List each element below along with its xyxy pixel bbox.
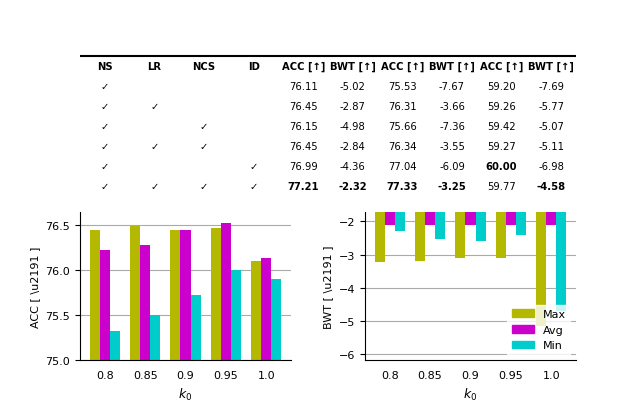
Legend: Max, Avg, Min: Max, Avg, Min xyxy=(508,305,570,355)
Bar xyxy=(374,156,385,262)
Bar xyxy=(415,156,425,262)
Bar xyxy=(261,259,271,405)
Bar xyxy=(271,279,282,405)
Bar xyxy=(476,156,486,242)
Bar xyxy=(496,156,506,258)
X-axis label: $k_0$: $k_0$ xyxy=(179,386,193,402)
Bar xyxy=(465,156,476,225)
Bar xyxy=(180,230,191,405)
Y-axis label: BWT [ \u2191 ]: BWT [ \u2191 ] xyxy=(323,245,333,328)
Bar xyxy=(110,331,120,405)
Bar xyxy=(170,230,180,405)
Bar xyxy=(130,226,140,405)
Bar xyxy=(100,251,110,405)
Bar xyxy=(395,156,405,231)
X-axis label: $k_0$: $k_0$ xyxy=(463,386,477,402)
Bar xyxy=(251,262,261,405)
Bar xyxy=(455,156,465,258)
Bar xyxy=(140,245,150,405)
Bar xyxy=(536,156,546,326)
Bar xyxy=(556,156,566,311)
Bar xyxy=(435,156,445,239)
Bar xyxy=(191,296,201,405)
Bar xyxy=(425,156,435,225)
Bar xyxy=(516,156,526,235)
Bar xyxy=(506,156,516,225)
Bar xyxy=(211,228,221,405)
Bar xyxy=(221,224,231,405)
Bar xyxy=(90,230,100,405)
Y-axis label: ACC [ \u2191 ]: ACC [ \u2191 ] xyxy=(30,246,40,327)
Bar xyxy=(546,156,556,225)
Bar xyxy=(385,156,395,225)
Bar xyxy=(150,315,160,405)
Bar xyxy=(231,271,241,405)
